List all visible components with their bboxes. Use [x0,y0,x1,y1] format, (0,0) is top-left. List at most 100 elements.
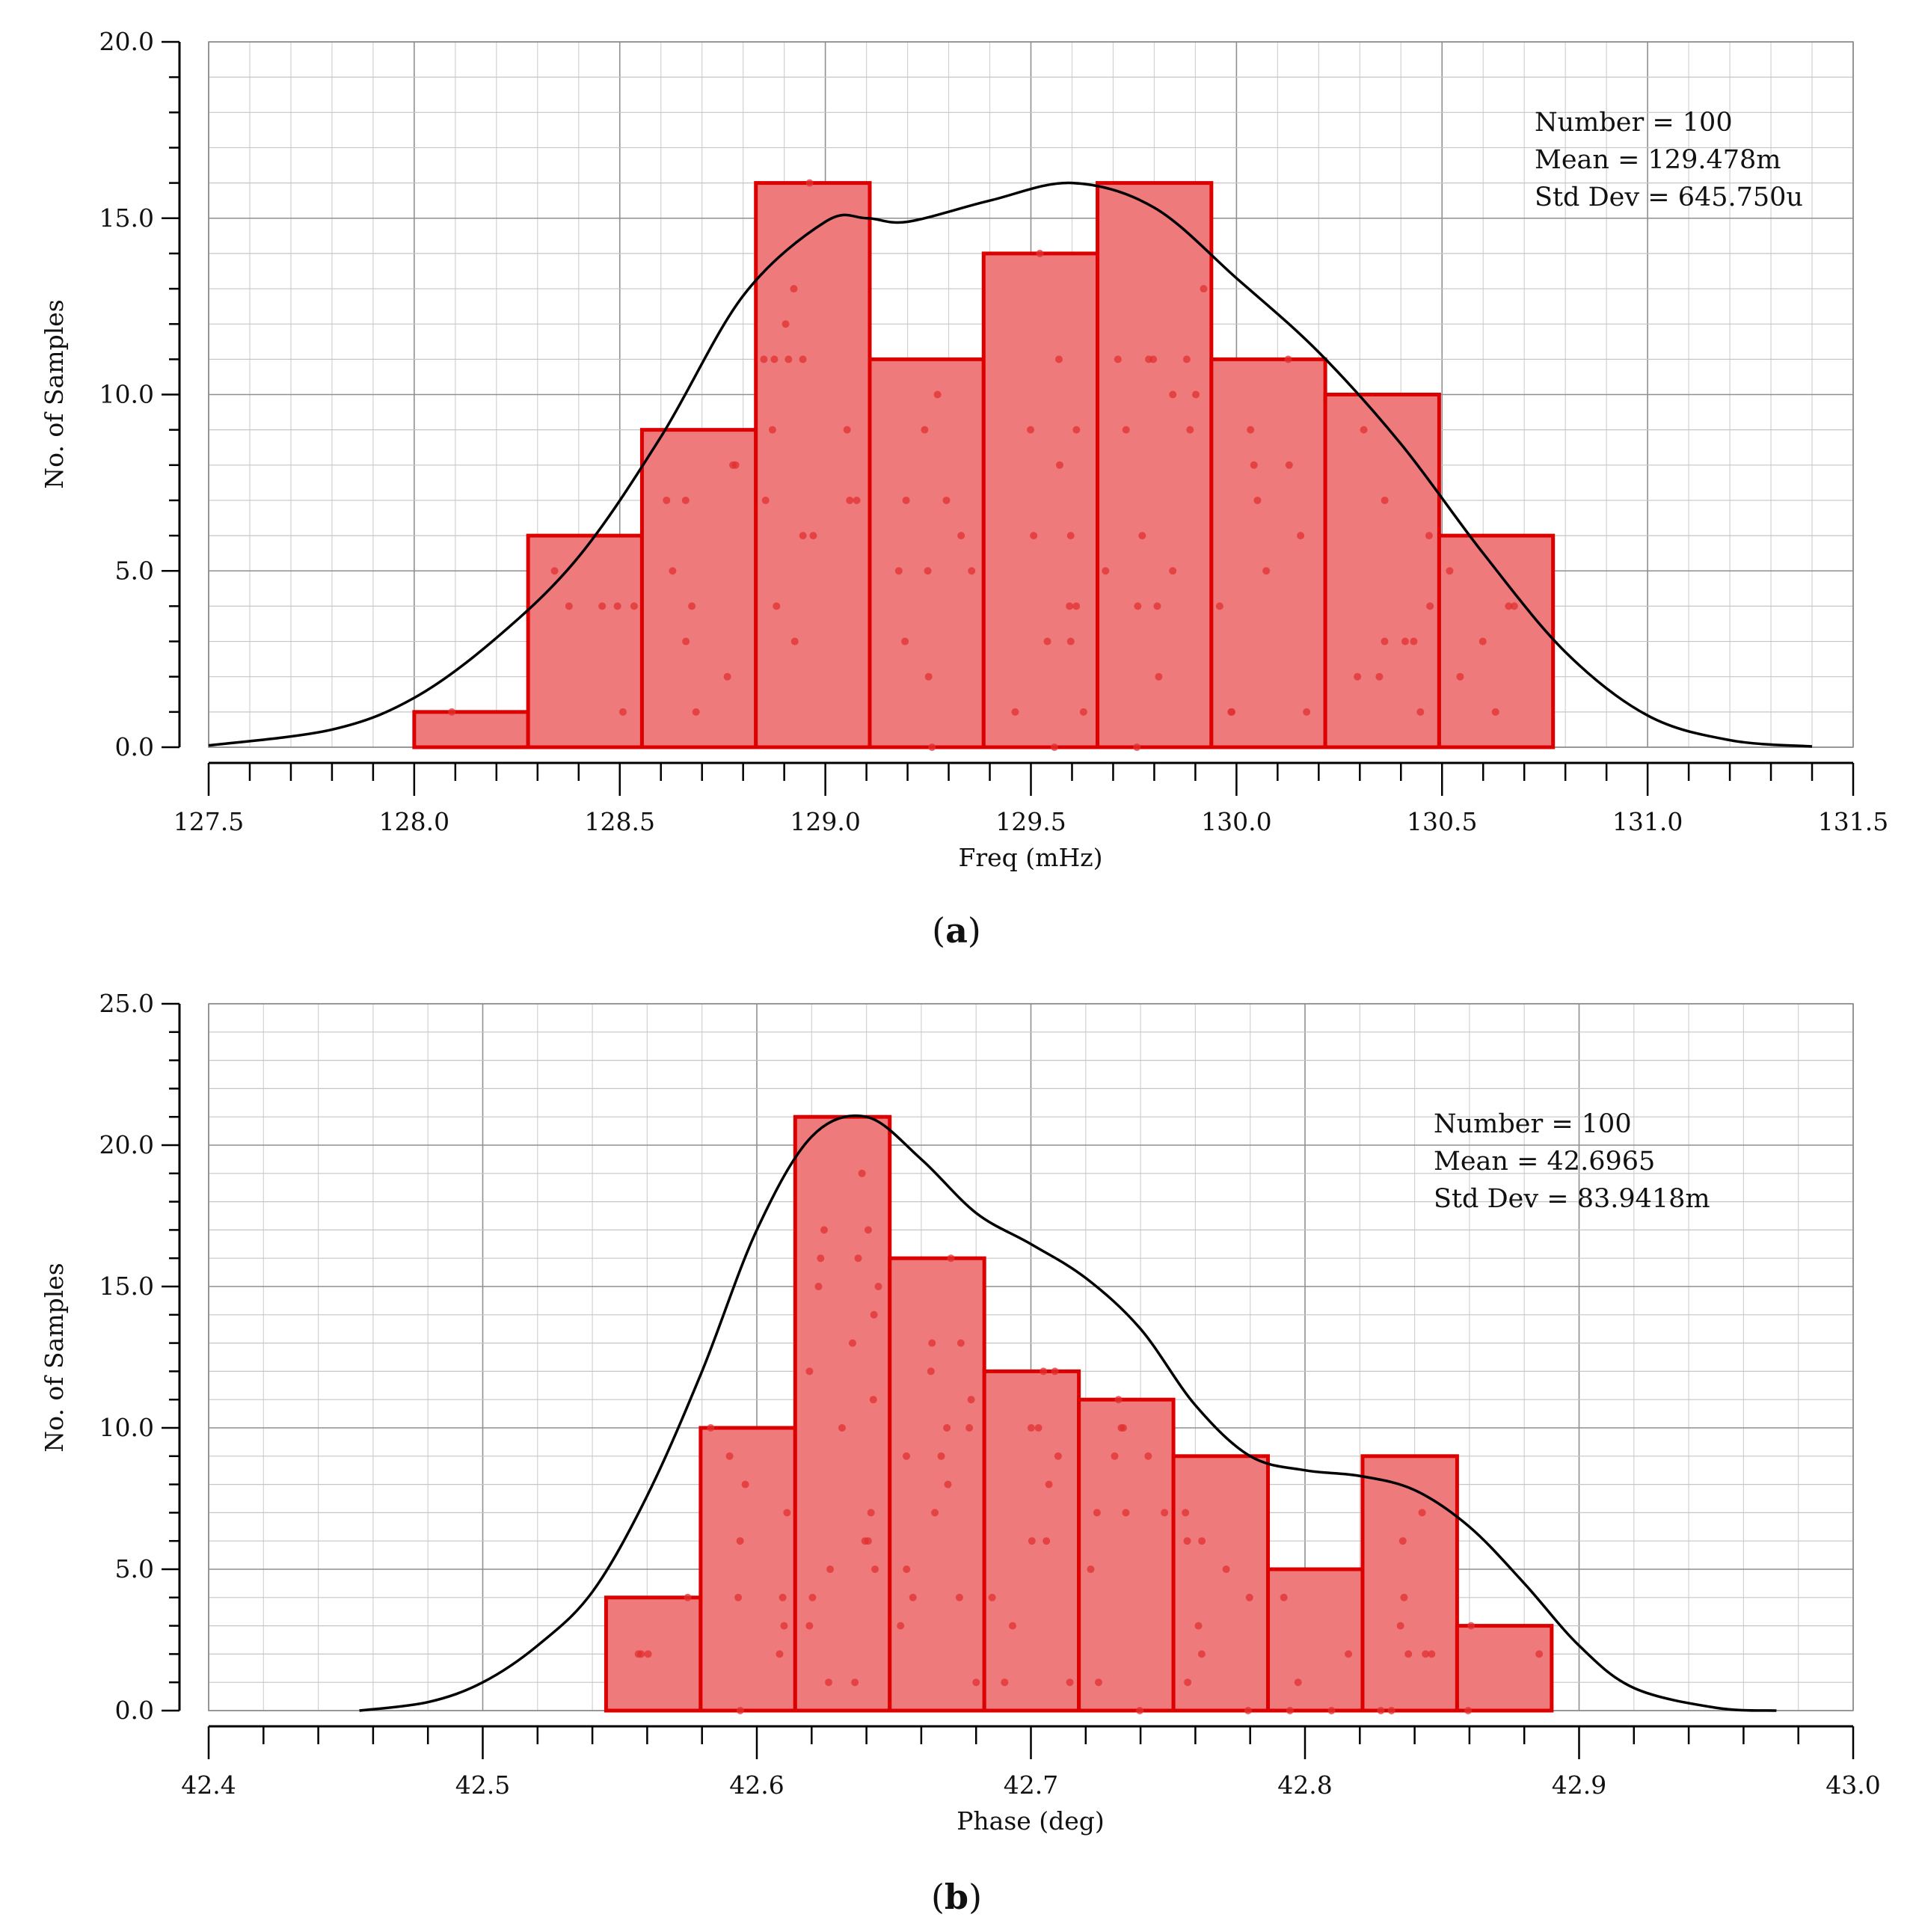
sample-dot [1227,708,1235,716]
sample-dot [688,602,696,610]
sample-dot [1027,426,1035,434]
y-tick-label: 5.0 [115,1554,154,1583]
sample-dot [1360,426,1368,434]
sample-dot [1122,1509,1130,1517]
sample-dot [723,672,731,681]
sample-dot [790,637,799,645]
sample-dot [808,1593,817,1601]
sample-dot [848,1339,856,1347]
sample-dot [1381,637,1389,645]
panel-a-sample-dots [448,179,1518,751]
sample-dot [1051,1367,1059,1376]
x-tick-label: 42.8 [1277,1770,1332,1800]
x-tick-label: 42.5 [455,1770,510,1800]
sample-dot [736,1707,744,1714]
sample-dot [1122,426,1130,434]
sample-dot [1467,1622,1476,1630]
sample-dot [799,532,807,540]
sample-dot [776,1650,784,1658]
sample-dot [944,1480,952,1488]
sample-dot [1102,567,1110,575]
sample-dot [1396,1622,1404,1630]
sample-dot [734,1593,743,1601]
sample-dot [838,1424,846,1432]
histogram-bar [1209,357,1327,749]
sample-dot [928,1339,936,1347]
sample-dot [669,567,677,575]
panel-a-y-axis-label: No. of Samples [40,299,69,488]
x-tick-label: 43.0 [1826,1770,1880,1800]
panel-b-phase-histogram: 0.05.010.015.020.025.0 42.4 42.5 42.6 42.7 4… [40,989,1881,1917]
panel-a-x-axis-label: Freq (mHz) [958,843,1102,872]
sample-dot [1153,602,1161,610]
sample-dot [805,1367,814,1376]
sample-dot [924,567,932,575]
sample-dot [1055,461,1063,469]
sample-dot [663,496,671,504]
sample-dot [1222,1565,1230,1573]
panel-a-x-axis: 127.5 128.0 128.5 129.0 129.5 130.0 130.5 131.0… [174,761,1888,836]
sample-dot [760,355,768,364]
sample-dot [853,496,861,504]
sample-dot [725,1452,734,1460]
sample-dot [1244,1707,1252,1714]
y-tick-label: 20.0 [99,1130,154,1159]
sample-dot [1505,602,1513,610]
panel-a-frequency-histogram: 0.05.010.015.020.0 127.5 128.0 128.5 129.0 1… [40,27,1888,951]
panel-b-stat-number: Number = 100 [1434,1109,1632,1139]
histogram-bar [1455,1624,1554,1713]
sample-dot [1111,1452,1119,1460]
panel-a-stat-stddev: Std Dev = 645.750u [1535,183,1803,212]
sample-dot [854,1254,862,1263]
panel-b-y-axis-label: No. of Samples [40,1263,69,1452]
sample-dot [1250,461,1258,469]
sample-dot [943,1424,951,1432]
sample-dot [1094,1678,1102,1687]
y-tick-label: 10.0 [99,380,154,409]
sample-dot [550,567,559,575]
sample-dot [1245,1593,1253,1601]
y-tick-label: 15.0 [99,1272,154,1301]
panel-b-letter: b [945,1877,968,1917]
sample-dot [1416,708,1425,716]
sample-dot [1182,1509,1190,1517]
panel-a-stat-number: Number = 100 [1535,108,1733,138]
panel-a-y-axis: 0.0 5.0 10.0 15.0 20.0 [99,27,181,761]
panel-b-sample-dots [634,1169,1544,1714]
sample-dot [1008,1622,1016,1630]
histogram-bar [868,357,986,749]
sample-dot [1028,1537,1036,1545]
sample-dot [1027,1424,1035,1432]
sample-dot [864,1537,872,1545]
sample-dot [1354,672,1362,681]
sample-dot [1114,1396,1123,1404]
sample-dot [858,1169,866,1177]
sample-dot [1134,602,1142,610]
sample-dot [1192,390,1200,399]
sample-dot [773,602,781,610]
sample-dot [1050,743,1058,751]
sample-dot [1144,1452,1152,1460]
sample-dot [1034,1424,1043,1432]
histogram-bar [1360,1454,1459,1713]
sample-dot [957,532,965,540]
sample-dot [1183,1537,1191,1545]
sample-dot [780,1622,788,1630]
panel-b-x-axis-label: Phase (deg) [956,1806,1105,1836]
sample-dot [1345,1650,1353,1658]
sample-dot [565,602,573,610]
sample-dot [820,1226,828,1234]
panel-b-stat-stddev: Std Dev = 83.9418m [1434,1184,1710,1214]
sample-dot [1198,1537,1206,1545]
sample-dot [1145,355,1153,364]
histogram-bar [793,1114,892,1713]
sample-dot [1294,1678,1302,1687]
sample-dot [1410,637,1418,645]
panel-b-distribution-curve [359,1114,1777,1712]
sample-dot [1066,532,1075,540]
sample-dot [1040,1367,1048,1376]
sample-dot [1286,1707,1294,1714]
sample-dot [1401,637,1409,645]
sample-dot [942,496,951,504]
